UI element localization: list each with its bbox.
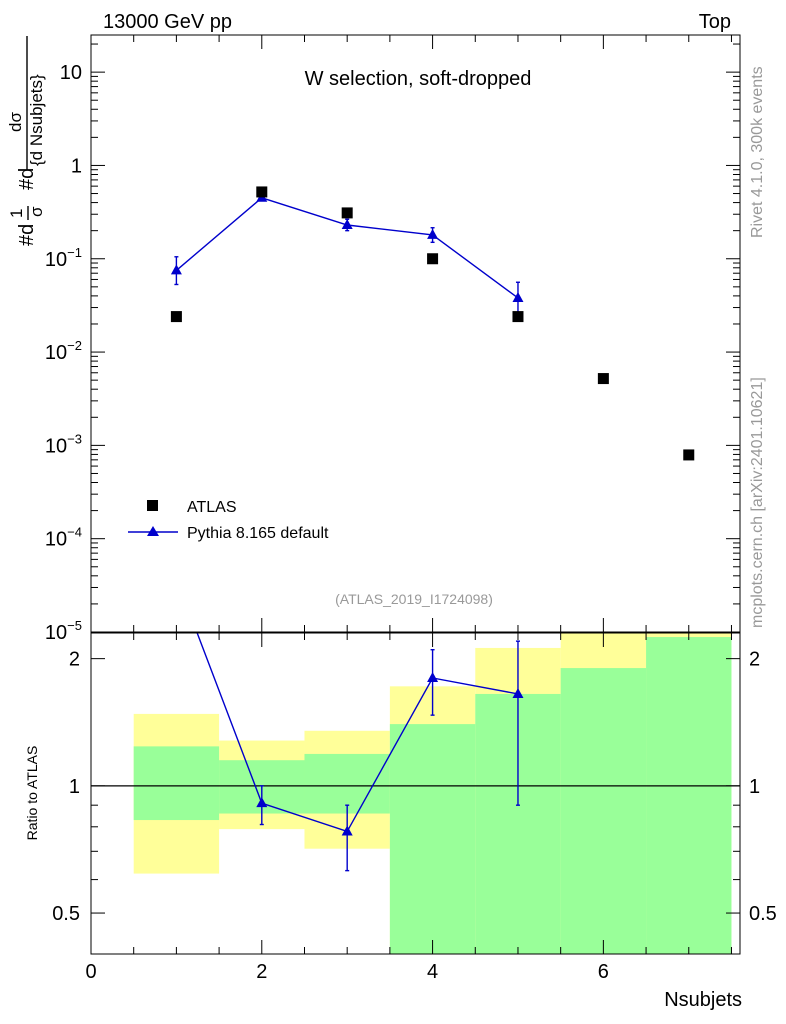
- ylabel-part-d: #d: [16, 168, 38, 190]
- ratio-plot-frame: [90, 632, 741, 955]
- ratio-panel: 0.5 0.5 1 1 2 2 0 2 4 6 Ratio to ATLAS Nsubjets: [24, 572, 777, 1011]
- analysis-id-watermark: (ATLAS_2019_I1724098): [335, 591, 493, 607]
- pythia-point: [427, 228, 439, 239]
- mcplots-source-label: mcplots.cern.ch [arXiv:2401.10621]: [749, 377, 766, 628]
- main-plot-area: [170, 186, 695, 461]
- x-axis-label: Nsubjets: [664, 989, 742, 1011]
- atlas-point: [597, 373, 609, 385]
- atlas-point: [683, 449, 695, 461]
- ratio-pythia-point: [341, 825, 353, 836]
- legend-atlas-marker: [147, 500, 158, 511]
- ylabel-part-c: σ: [27, 206, 46, 217]
- ratio-y-tick-label-left: 1: [69, 776, 80, 798]
- main-y-tick-label: 10−5: [45, 618, 82, 644]
- pythia-point: [341, 219, 353, 230]
- ratio-inner-band: [304, 753, 390, 814]
- atlas-point: [256, 186, 268, 198]
- main-y-axis-label: #d 1 σ #d dσ {d Nsubjets}: [6, 36, 46, 246]
- ratio-y-tick-label-right: 0.5: [749, 903, 777, 925]
- x-tick-label: 2: [256, 961, 267, 983]
- ratio-pythia-point: [427, 671, 439, 682]
- ratio-y-tick-label-right: 1: [749, 776, 760, 798]
- ratio-plot-area: [91, 572, 740, 954]
- atlas-point: [512, 311, 524, 323]
- ratio-pythia-point: [256, 797, 268, 808]
- main-y-tick-label: 10−4: [45, 525, 82, 551]
- main-y-tick-label: 10−1: [45, 245, 82, 271]
- ratio-y-tick-label-left: 2: [69, 649, 80, 671]
- pythia-point: [170, 264, 182, 275]
- main-y-tick-labels: 10 1 10−1 10−2 10−3 10−4 10−5: [45, 62, 82, 644]
- rivet-version-label: Rivet 4.1.0, 300k events: [749, 66, 766, 238]
- ratio-pythia-point: [171, 572, 182, 582]
- ratio-inner-band: [133, 746, 220, 821]
- atlas-point: [341, 207, 353, 219]
- ratio-y-tick-label-right: 2: [749, 649, 760, 671]
- legend-atlas-label: ATLAS: [187, 499, 237, 516]
- main-plot-frame: [90, 34, 741, 633]
- ratio-pythia-point: [512, 687, 524, 698]
- main-y-tick-label: 10−3: [45, 431, 82, 457]
- header-category-label: Top: [699, 11, 731, 33]
- header-process-label: 13000 GeV pp: [103, 11, 232, 33]
- ylabel-part-e: dσ: [6, 112, 25, 132]
- main-plot-title: W selection, soft-dropped: [305, 68, 532, 90]
- main-y-tick-label: 10: [60, 62, 82, 84]
- main-panel: 10 1 10−1 10−2 10−3 10−4 10−5 W selection, sof…: [6, 34, 741, 644]
- main-y-tick-label: 1: [71, 155, 82, 177]
- ratio-y-axis-label: Ratio to ATLAS: [24, 746, 40, 841]
- ylabel-part-b: 1: [7, 209, 26, 218]
- ratio-y-tick-label-left: 0.5: [52, 903, 80, 925]
- legend: ATLAS Pythia 8.165 default: [128, 499, 329, 542]
- x-tick-label: 4: [427, 961, 438, 983]
- ratio-inner-band: [560, 668, 647, 954]
- atlas-point: [170, 311, 182, 323]
- ylabel-part-f: {d Nsubjets}: [27, 74, 46, 166]
- atlas-point: [427, 253, 439, 265]
- ylabel-part-a: #d: [16, 224, 38, 246]
- ratio-tick-labels: 0.5 0.5 1 1 2 2 0 2 4 6: [52, 649, 777, 983]
- main-y-tick-label: 10−2: [45, 338, 82, 364]
- main-axis-ticks: [90, 35, 740, 633]
- x-tick-label: 0: [85, 961, 96, 983]
- legend-pythia-label: Pythia 8.165 default: [187, 525, 329, 542]
- ratio-inner-band: [389, 724, 476, 954]
- legend-pythia-marker: [147, 526, 159, 536]
- ratio-inner-band: [646, 637, 732, 954]
- pythia-point: [512, 291, 524, 302]
- x-tick-label: 6: [598, 961, 609, 983]
